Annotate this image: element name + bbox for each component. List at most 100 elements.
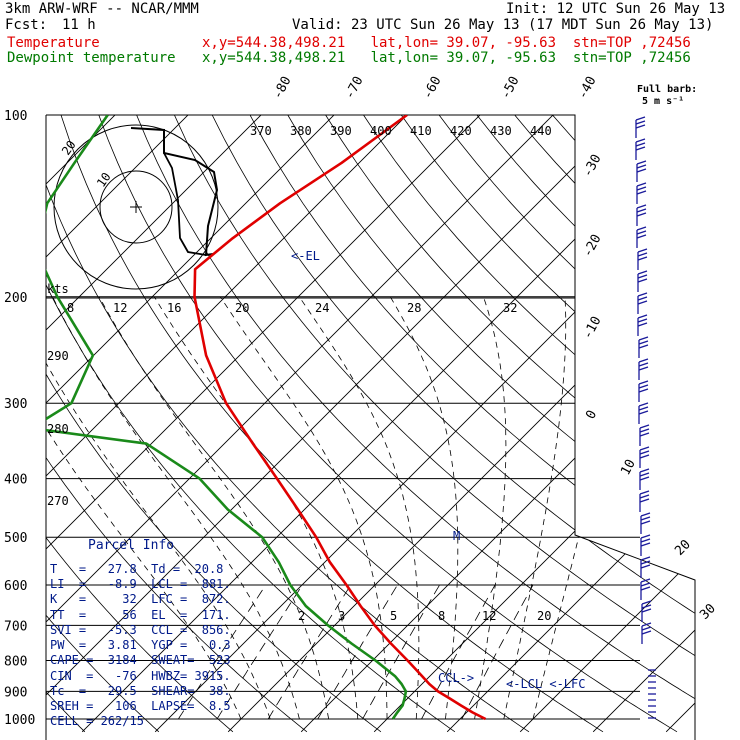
parcel-info-row: PW = 3.81 YGP = 0.3 (50, 638, 231, 652)
mixing-ratio-label: 5 (390, 609, 397, 623)
valid-time: Valid: 23 UTC Sun 26 May 13 (17 MDT Sun … (292, 17, 714, 33)
pressure-tick-label: 900 (4, 685, 27, 700)
wind-barb-flag (636, 208, 647, 213)
dry-adiabat-line (199, 115, 695, 733)
forecast-label: Fcst: (5, 17, 48, 33)
wind-barb-flag (639, 424, 650, 429)
dry-adiabat-line (272, 115, 695, 733)
wind-barb-flag (635, 120, 646, 125)
mixing-ratio-line (421, 584, 496, 720)
moist-adiabat-line (389, 296, 459, 720)
moist-adiabat-line (98, 296, 329, 720)
moist-adiabat-line (532, 296, 632, 720)
isotherm-line (46, 115, 289, 733)
dry-adiabat-label: 270 (47, 494, 69, 508)
pressure-tick-label: 200 (4, 291, 27, 306)
isotherm-line (373, 115, 695, 733)
wind-barb-flag (637, 278, 648, 283)
wind-barb-flag (637, 300, 648, 305)
dry-adiabat-line (602, 115, 695, 733)
isotherm-label: -40 (575, 74, 599, 102)
parcel-info-row: K = 32 LFC = 872. (50, 592, 231, 606)
isotherm-label: -10 (580, 314, 604, 342)
wind-barb-flag (638, 388, 649, 393)
parcel-info-row: TT = 56 EL = 171. (50, 608, 231, 622)
wind-barb-flag (639, 490, 650, 495)
wind-barb-flag (639, 472, 650, 477)
isotherm-label: -80 (270, 74, 294, 102)
mixing-ratio-line (317, 584, 398, 720)
el-marker: <-EL (291, 249, 320, 263)
wind-barb-flag (640, 556, 651, 561)
dry-adiabat-line (345, 115, 695, 733)
isotherm-line (519, 115, 695, 733)
temperature-profile-line (193, 115, 487, 721)
wind-barb-flag (637, 322, 648, 327)
hodograph-speed-label: 12 (113, 301, 127, 315)
wind-barb-flag (638, 340, 649, 345)
model-title: 3km ARW-WRF -- NCAR/MMM (5, 1, 199, 17)
hodograph-trace (163, 152, 207, 256)
hodograph-speed-label: 28 (407, 301, 421, 315)
wind-barb-flag (636, 212, 647, 217)
dry-adiabat-line (46, 115, 308, 733)
isotherm-line (592, 115, 695, 733)
moist-adiabat-line (503, 296, 567, 720)
wind-barb-flag (637, 274, 648, 279)
dry-adiabat-label: 430 (490, 124, 512, 138)
mixing-ratio-label: 20 (537, 609, 551, 623)
wind-barb-flag (639, 454, 650, 459)
wind-barb-flag (638, 410, 649, 415)
pressure-tick-label: 700 (4, 619, 27, 634)
isotherm-label: -60 (420, 74, 444, 102)
wind-barb-flag (635, 116, 646, 121)
wind-barb-flag (637, 248, 648, 253)
parcel-info-row: Tc = 29.5 SHEAR= 38. (50, 684, 231, 698)
wind-barb-flag (635, 138, 646, 143)
wind-barb-flag (636, 226, 647, 231)
pressure-tick-label: 1000 (4, 713, 35, 728)
wind-barb-flag (640, 560, 651, 565)
isotherm-label: -30 (580, 152, 604, 180)
isotherm-line (46, 115, 508, 733)
parcel-info-row: LI = -8.9 LCL = 881. (50, 577, 231, 591)
wind-barb-flag (637, 292, 648, 297)
mixing-ratio-line (461, 584, 534, 720)
wind-barb-flag (640, 582, 651, 587)
dry-adiabat-label: 370 (250, 124, 272, 138)
hodograph-trace (130, 127, 219, 257)
wind-barb-flag (636, 164, 647, 169)
dry-adiabat-label: 440 (530, 124, 552, 138)
diagram-border (46, 114, 696, 740)
isotherm-line (154, 115, 695, 733)
pressure-tick-label: 500 (4, 531, 27, 546)
hodograph-speed-label: 16 (167, 301, 181, 315)
isotherm-line (446, 115, 695, 733)
hodograph-speed-label: 8 (67, 301, 74, 315)
wind-barb-flag (635, 124, 646, 129)
wind-barb-flag (637, 252, 648, 257)
wind-barb-flag (638, 366, 649, 371)
pressure-tick-label: 100 (4, 109, 27, 124)
isotherm-line (46, 115, 435, 733)
dry-adiabat-label: 420 (450, 124, 472, 138)
isotherm-label: -50 (498, 74, 522, 102)
isotherm-label: -20 (580, 232, 604, 260)
wind-barb-flag (640, 538, 651, 543)
hodograph-ring-outer (53, 124, 219, 290)
wind-barb-flag (635, 142, 646, 147)
isotherm-line (46, 115, 654, 733)
wind-barb-flag (641, 600, 652, 605)
hodograph-speed-label: 24 (315, 301, 329, 315)
pressure-tick-label: 400 (4, 473, 27, 488)
hodograph-speed-label: 32 (503, 301, 517, 315)
dry-adiabat-label: 390 (330, 124, 352, 138)
dry-adiabat-line (309, 115, 695, 733)
forecast-hours: 11 h (62, 17, 96, 33)
pressure-tick-label: 300 (4, 397, 27, 412)
wind-barb-flag (641, 622, 652, 627)
wind-barb-flag (638, 402, 649, 407)
dewpoint-location: x,y=544.38,498.21 lat,lon= 39.07, -95.63… (202, 50, 691, 66)
mixing-ratio-label: 8 (438, 609, 445, 623)
